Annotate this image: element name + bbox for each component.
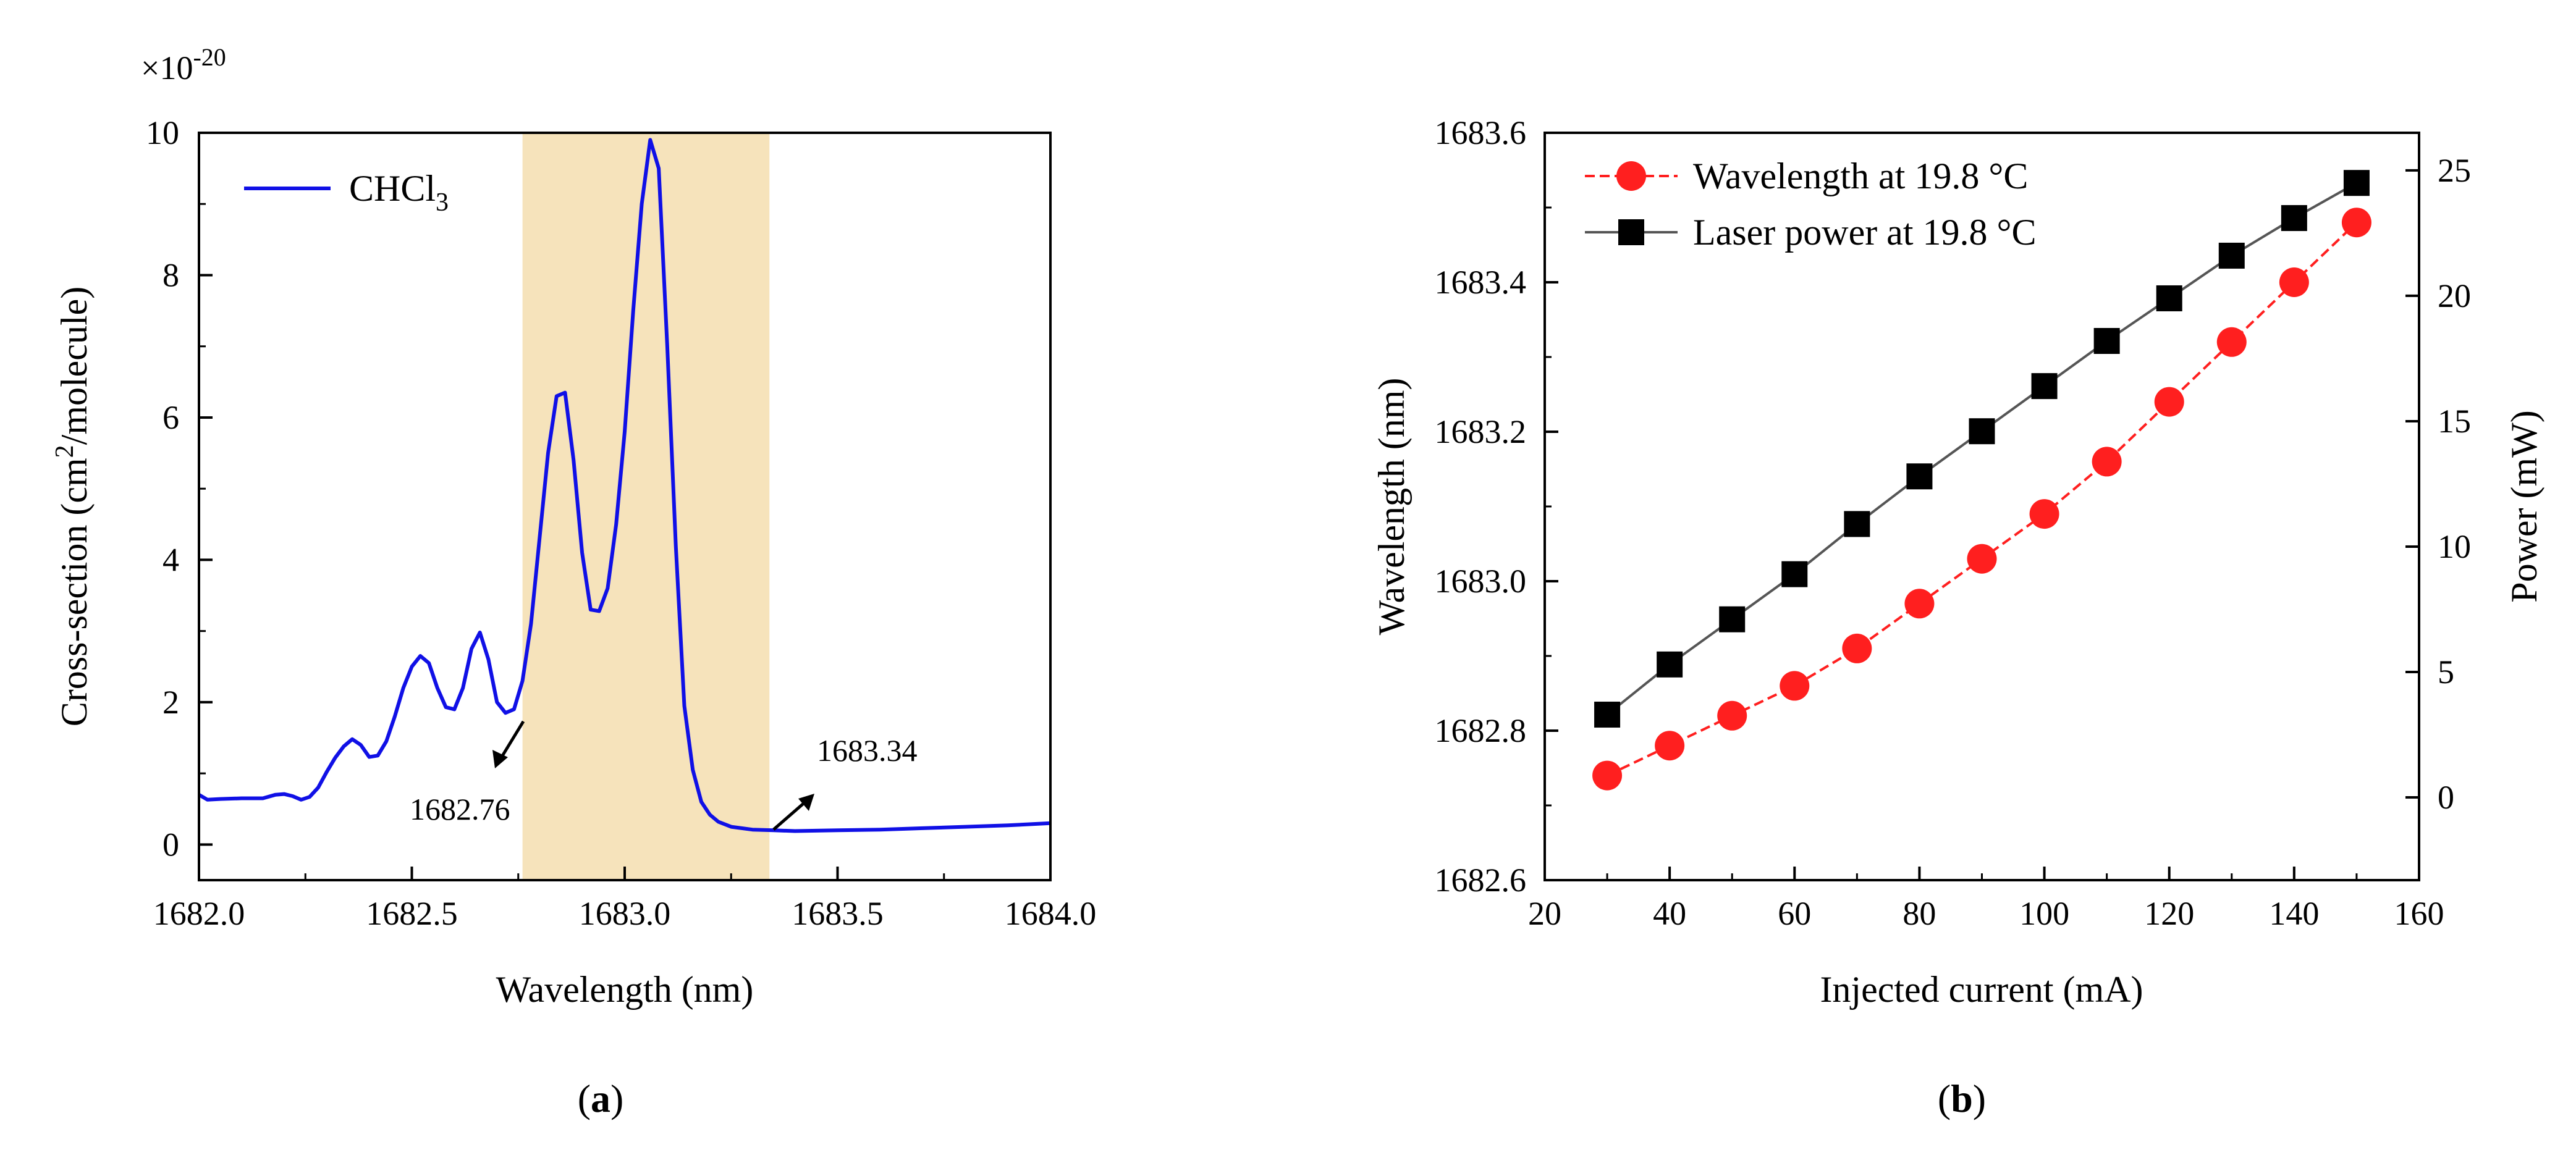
b-x-tick-label: 160 xyxy=(2394,895,2444,932)
b-legend-label-wavelength: Wavelength at 19.8 °C xyxy=(1693,156,2028,196)
b-y-tick-label: 1683.4 xyxy=(1435,264,1527,301)
b-y-tick-label: 1682.6 xyxy=(1435,862,1527,899)
b-point-wavelength xyxy=(2029,499,2059,529)
b-point-wavelength xyxy=(1780,671,1810,701)
b-point-wavelength xyxy=(2279,267,2309,297)
a-y-tick-label: 6 xyxy=(163,399,179,436)
a-annotation-arrowhead-left xyxy=(492,750,508,768)
a-legend-label-main: CHCl xyxy=(349,168,436,209)
b-x-tick-label: 120 xyxy=(2144,895,2194,932)
a-legend-label-sub: 3 xyxy=(436,188,449,217)
a-annotation-1683-34: 1683.34 xyxy=(817,733,918,768)
a-x-tick-label: 1682.5 xyxy=(366,895,458,932)
b-point-wavelength xyxy=(1904,589,1935,619)
a-panel-label-letter: a xyxy=(591,1077,610,1120)
b-point-laser-power xyxy=(1719,606,1746,632)
b-series-line-wavelength xyxy=(1607,221,2358,777)
a-y-tick-label: 2 xyxy=(163,684,179,721)
b-point-laser-power xyxy=(2281,205,2307,232)
b-point-laser-power xyxy=(2031,373,2058,400)
b-x-tick-label: 40 xyxy=(1653,895,1686,932)
a-ticks: 1682.0 1682.5 1683.0 1683.5 1684.0 0 2 4 6 8 10 xyxy=(146,114,1096,932)
b-legend-label-power: Laser power at 19.8 °C xyxy=(1693,212,2037,253)
a-plot-frame xyxy=(198,132,1052,881)
a-annotation-arrow-right xyxy=(772,799,808,831)
b-y-tick-label: 1683.2 xyxy=(1435,413,1527,450)
a-x-tick-label: 1683.0 xyxy=(579,895,671,932)
a-x-tick-label: 1682.0 xyxy=(153,895,245,932)
a-band-layer xyxy=(522,133,770,880)
b-y2-tick-label: 20 xyxy=(2438,277,2471,314)
b-y2-tick-label: 5 xyxy=(2438,653,2454,691)
b-legend-marker-power xyxy=(1618,219,1644,245)
a-y-axis-title-pre: Cross-section (cm xyxy=(54,458,95,726)
a-y-axis-title-sup: 2 xyxy=(51,445,79,458)
b-x-tick-label: 140 xyxy=(2269,895,2319,932)
b-markers-wavelength xyxy=(1592,208,2371,791)
b-y2-tick-label: 10 xyxy=(2438,528,2471,565)
a-panel-label: (a) xyxy=(578,1077,624,1120)
b-point-wavelength xyxy=(1592,760,1623,791)
a-annotation-arrow-left xyxy=(497,720,525,762)
a-y-multiplier: ×10-20 xyxy=(141,43,226,86)
b-legend-marker-wavelength xyxy=(1616,161,1646,191)
b-y2-axis-title: Power (mW) xyxy=(2504,410,2544,603)
a-legend-label: CHCl3 xyxy=(349,168,449,217)
b-y2-tick-label: 15 xyxy=(2438,403,2471,440)
a-y-tick-label: 0 xyxy=(163,826,179,863)
b-y-tick-label: 1682.8 xyxy=(1435,712,1527,749)
b-point-wavelength xyxy=(1967,544,1997,574)
a-y-tick-label: 8 xyxy=(163,256,179,293)
b-point-laser-power xyxy=(2093,328,2120,355)
b-point-laser-power xyxy=(1906,463,1933,490)
a-x-tick-label: 1684.0 xyxy=(1005,895,1097,932)
b-point-laser-power xyxy=(2218,242,2245,269)
b-point-laser-power xyxy=(1657,651,1683,678)
a-series-line-chcl3 xyxy=(198,138,1051,833)
a-highlight-band xyxy=(522,133,770,880)
a-y-tick-label: 10 xyxy=(146,114,179,151)
b-x-tick-label: 100 xyxy=(2019,895,2069,932)
b-y2-tick-label: 25 xyxy=(2438,152,2471,189)
b-point-laser-power xyxy=(1781,561,1808,587)
b-panel-label: (b) xyxy=(1938,1077,1986,1120)
b-y-axis-title: Wavelength (nm) xyxy=(1371,378,1412,636)
b-plot-frame xyxy=(1543,132,2420,881)
b-point-wavelength xyxy=(1842,633,1872,663)
b-point-laser-power xyxy=(2343,170,2370,196)
b-x-tick-label: 20 xyxy=(1528,895,1561,932)
b-point-wavelength xyxy=(2216,327,2247,357)
b-y-tick-label: 1683.0 xyxy=(1435,563,1527,600)
b-point-laser-power xyxy=(1969,418,1995,445)
b-markers-laser-power xyxy=(1594,170,2370,728)
b-panel-label-letter: b xyxy=(1951,1077,1973,1120)
b-x-tick-label: 60 xyxy=(1778,895,1811,932)
b-y2-tick-label: 0 xyxy=(2438,779,2454,816)
a-y-tick-label: 4 xyxy=(163,541,179,578)
b-point-laser-power xyxy=(1844,511,1870,537)
b-point-laser-power xyxy=(2156,285,2182,311)
b-ticks: 20 40 60 80 100 120 140 1601682.61682.81683.016… xyxy=(1435,114,2472,932)
b-point-wavelength xyxy=(2154,387,2184,417)
a-y-axis-title: Cross-section (cm2/molecule) xyxy=(51,287,95,726)
panel-b: 20 40 60 80 100 120 140 1601682.61682.81683.016… xyxy=(1371,114,2544,1120)
b-y-tick-label: 1683.6 xyxy=(1435,114,1527,151)
a-annotation-arrowhead-right xyxy=(798,794,814,811)
b-point-wavelength xyxy=(1717,700,1747,731)
panel-a: 1682.0 1682.5 1683.0 1683.5 1684.0 0 2 4 6 8 10 ×1… xyxy=(51,43,1096,1120)
a-annotation-1682-76: 1682.76 xyxy=(410,792,510,826)
a-x-tick-label: 1683.5 xyxy=(792,895,884,932)
a-x-axis-title: Wavelength (nm) xyxy=(496,969,754,1010)
b-point-wavelength xyxy=(2341,208,2371,238)
b-x-axis-title: Injected current (mA) xyxy=(1820,969,2143,1010)
a-y-axis-title-post: /molecule) xyxy=(54,287,95,445)
b-x-tick-label: 80 xyxy=(1902,895,1936,932)
b-point-wavelength xyxy=(1655,731,1685,761)
b-point-laser-power xyxy=(1594,702,1621,728)
a-y-multiplier-exp: -20 xyxy=(193,43,226,71)
a-y-multiplier-base: ×10 xyxy=(141,49,193,86)
b-point-wavelength xyxy=(2092,447,2122,477)
